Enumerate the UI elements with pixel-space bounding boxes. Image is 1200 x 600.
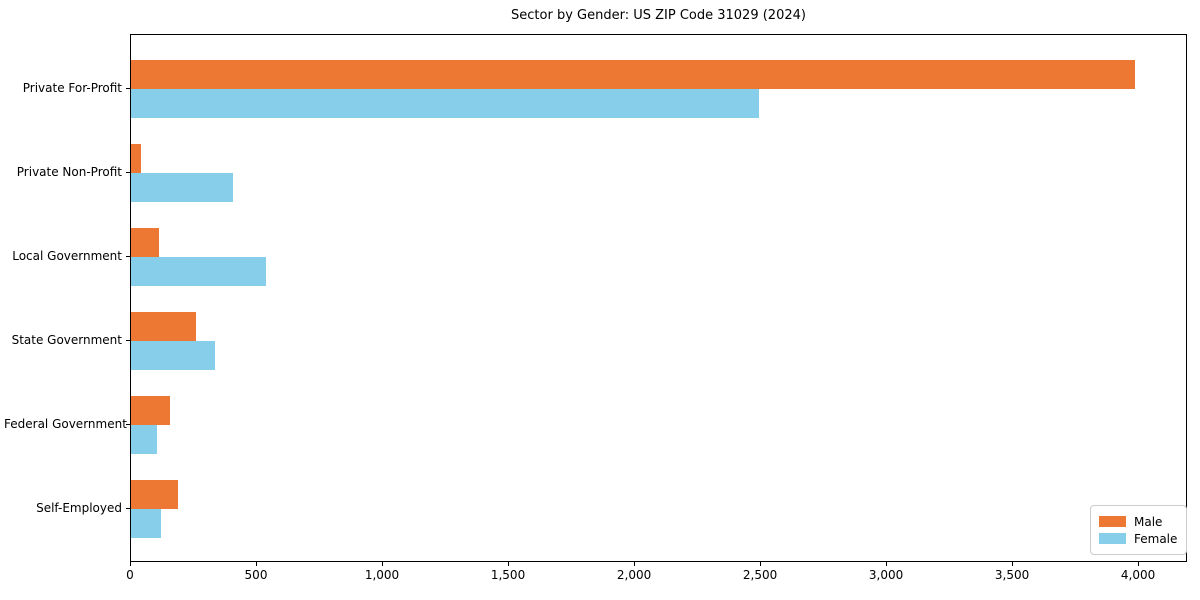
y-tick-mark — [126, 508, 130, 509]
y-tick-label: Private Non-Profit — [16, 165, 122, 179]
x-tick-label: 4,000 — [1120, 568, 1156, 582]
y-tick-label: Federal Government — [4, 417, 127, 431]
x-tick-label: 500 — [244, 568, 268, 582]
legend-label: Male — [1134, 514, 1163, 529]
bar-female-5 — [131, 425, 158, 454]
y-tick-mark — [126, 172, 130, 173]
legend: Male Female — [1090, 505, 1188, 555]
x-tick-label: 0 — [126, 568, 134, 582]
x-tick-mark — [1138, 562, 1140, 566]
y-tick-mark — [126, 340, 130, 341]
y-tick-label: Local Government — [12, 249, 122, 263]
x-tick-mark — [256, 562, 257, 566]
bar-male-6 — [131, 480, 178, 509]
legend-item-male: Male — [1099, 513, 1177, 530]
legend-label: Female — [1134, 531, 1178, 546]
bar-female-2 — [131, 173, 233, 202]
y-tick-mark — [126, 88, 130, 89]
x-tick-mark — [886, 562, 888, 566]
y-tick-label: Self-Employed — [36, 501, 122, 515]
y-tick-mark — [126, 256, 130, 257]
legend-item-female: Female — [1099, 530, 1177, 547]
x-tick-label: 3,000 — [868, 568, 904, 582]
bar-male-3 — [131, 228, 159, 257]
y-tick-mark — [126, 424, 130, 425]
bar-female-1 — [131, 89, 759, 118]
bar-male-4 — [131, 312, 197, 341]
chart-title: Sector by Gender: US ZIP Code 31029 (202… — [511, 8, 806, 23]
legend-swatch-female — [1099, 533, 1126, 544]
x-tick-mark — [382, 562, 384, 566]
x-tick-mark — [634, 562, 636, 566]
x-tick-label: 2,000 — [616, 568, 652, 582]
x-tick-mark — [508, 562, 510, 566]
x-tick-mark — [760, 562, 762, 566]
x-tick-mark — [1012, 562, 1014, 566]
x-tick-label: 1,500 — [490, 568, 526, 582]
bar-female-3 — [131, 257, 266, 286]
bar-male-5 — [131, 396, 170, 425]
y-tick-label: State Government — [11, 333, 122, 347]
x-tick-label: 3,500 — [994, 568, 1030, 582]
bar-male-1 — [131, 60, 1135, 89]
legend-swatch-male — [1099, 516, 1126, 527]
bar-female-4 — [131, 341, 216, 370]
x-tick-label: 1,000 — [364, 568, 400, 582]
x-tick-mark — [130, 562, 131, 566]
bar-female-6 — [131, 509, 162, 538]
plot-area — [130, 34, 1187, 562]
y-tick-label: Private For-Profit — [22, 81, 122, 95]
bar-male-2 — [131, 144, 142, 173]
x-tick-label: 2,500 — [742, 568, 778, 582]
